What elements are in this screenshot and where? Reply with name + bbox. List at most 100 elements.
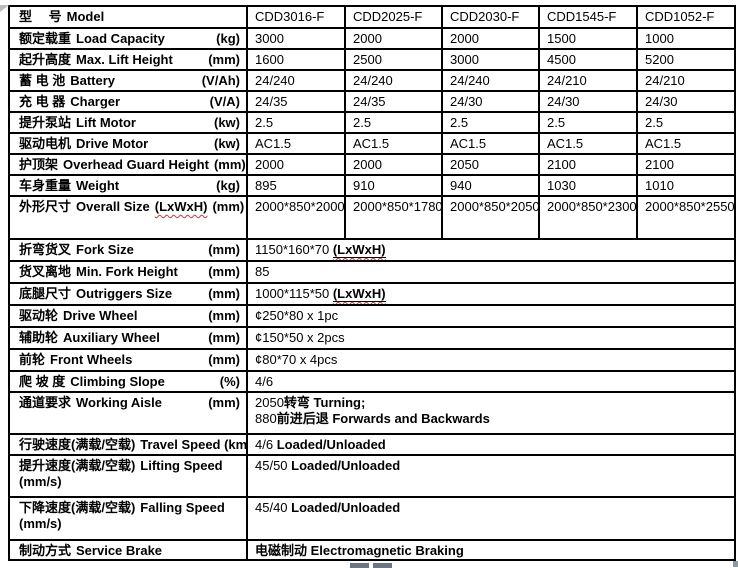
label-zh: 底腿尺寸 [19,286,72,301]
spec-label-cell: 驱动轮 Drive Wheel (mm) [8,304,248,328]
spec-value-cell-wide: ¢250*80 x 1pc [246,304,736,328]
spec-row: 外形尺寸 Overall Size (LxWxH) (mm) 2000*850*2000… [8,195,736,240]
value-segment: ¢150*50 x 2pcs [255,330,345,345]
label-unit: (mm) [208,264,240,279]
table-resize-handle-icon[interactable] [733,561,738,567]
spec-value-cell: 24/30 [441,90,540,113]
spec-value-cell: 2000 [344,27,443,50]
label-line: 前轮 Front Wheels (mm) [19,352,242,368]
spec-value-cell-wide: 电磁制动 Electromagnetic Braking [246,539,736,561]
spec-row: 护顶架 Overhead Guard Height (mm) 2000 2000 2050… [8,153,736,176]
label-line: 制动方式 Service Brake [19,543,242,558]
horizontal-scrollbar-thumb[interactable] [373,563,392,568]
label-unit: (mm) [208,352,240,367]
label-line2: (mm/s) [19,474,242,490]
label-en: Battery [70,73,116,88]
spec-value: 2000*850*2050 [450,199,539,214]
spec-row: 驱动轮 Drive Wheel (mm) ¢250*80 x 1pc [8,304,736,328]
model-name: CDD2030-F [450,9,520,24]
value-segment: (LxWxH) [332,286,386,302]
label-zh: 辅助轮 [19,330,59,345]
model-name-cell: CDD3016-F [246,5,346,29]
spec-value-cell: 2000*850*2550 [636,195,736,240]
horizontal-scrollbar-thumb[interactable] [350,563,369,568]
spec-value: 2.5 [547,115,566,130]
spec-label-cell: 车身重量 Weight (kg) [8,174,248,197]
label-unit: (mm/s) [19,474,62,489]
spec-value-cell: 4500 [538,48,638,71]
label-en: Max. Lift Height [76,52,173,67]
spec-value: 940 [450,178,472,193]
spec-row: 充 电 器 Charger (V/A) 24/35 24/35 24/30 24/30 24/… [8,90,736,113]
label-zh: 驱动轮 [19,308,59,323]
spec-value-cell: AC1.5 [538,132,638,155]
label-unit: (V/Ah) [201,73,240,88]
model-name-cell: CDD2025-F [344,5,443,29]
spec-row: 提升速度(满载/空载) Lifting Speed (mm/s) 45/50 Load… [8,454,736,498]
model-name: CDD3016-F [255,9,325,24]
spec-value-cell: 24/35 [344,90,443,113]
label-zh: 额定载重 [19,31,72,46]
spec-label-cell: 底腿尺寸 Outriggers Size (mm) [8,282,248,306]
value-line: 45/40 Loaded/Unloaded [255,500,730,516]
spec-value: 2100 [547,157,576,172]
spec-label-cell: 前轮 Front Wheels (mm) [8,348,248,372]
spec-value-cell: 2000*850*1780 [344,195,443,240]
label-line: 通道要求 Working Aisle (mm) [19,395,242,411]
spec-value-cell: 5200 [636,48,736,71]
spec-value: 1000 [645,31,674,46]
spec-value: 24/210 [645,73,685,88]
spec-value-cell: 1600 [246,48,346,71]
value-segment: Turning; [313,395,366,410]
spec-label-cell: 提升速度(满载/空载) Lifting Speed (mm/s) [8,454,248,498]
label-en: Fork Size [76,242,134,257]
spec-value-cell-wide: ¢150*50 x 2pcs [246,326,736,350]
value-segment: 45/50 [255,458,292,473]
spec-value-cell: 940 [441,174,540,197]
spec-row: 行驶速度(满载/空载) Travel Speed (km/h) 4/6 Loaded… [8,433,736,456]
value-line: 1000*115*50 (LxWxH) [255,286,730,302]
spec-value-cell: 2000*850*2300 [538,195,638,240]
value-segment: 前进后退 [276,411,333,426]
spec-value-cell: AC1.5 [441,132,540,155]
label-line: 折弯货叉 Fork Size (mm) [19,242,242,258]
value-segment: 4/6 [255,437,277,452]
spec-row: 车身重量 Weight (kg) 895 910 940 1030 1010 [8,174,736,197]
label-unit: (mm) [208,308,240,323]
label-unit: (kw) [214,115,240,130]
label-line: 提升泵站 Lift Motor (kw) [19,115,242,131]
label-zh: 行驶速度(满载/空载) [19,437,136,452]
value-segment: Loaded/Unloaded [291,500,401,515]
spec-value: 2100 [645,157,674,172]
label-line: 外形尺寸 Overall Size (LxWxH) (mm) [19,199,244,215]
spec-value-cell: 895 [246,174,346,197]
label-unit: (kw) [214,136,240,151]
spec-value: AC1.5 [255,136,292,151]
value-line: 2050转弯 Turning; [255,395,730,411]
table-move-handle-icon[interactable] [0,5,9,12]
label-zh: 护顶架 [19,157,59,172]
value-segment: 1150*160*70 [255,242,333,257]
spec-value: 24/240 [255,73,295,88]
label-line: 提升速度(满载/空载) Lifting Speed [19,458,242,474]
label-line: 充 电 器 Charger (V/A) [19,94,242,110]
value-line: 45/50 Loaded/Unloaded [255,458,730,474]
label-en: Min. Fork Height [76,264,178,279]
spec-row: 蓄 电 池 Battery (V/Ah) 24/240 24/240 24/240 24/2… [8,69,736,92]
spec-value: 2000 [353,31,382,46]
label-unit: (mm) [208,52,240,67]
value-line: ¢250*80 x 1pc [255,308,730,324]
spec-value-cell: 2000 [344,153,443,176]
spec-row: 底腿尺寸 Outriggers Size (mm) 1000*115*50 (LxWx… [8,282,736,306]
label-line: 行驶速度(满载/空载) Travel Speed (km/h) [19,437,245,453]
spec-value: 24/240 [353,73,393,88]
label-en: Front Wheels [50,352,133,367]
spec-label-cell: 货叉离地 Min. Fork Height (mm) [8,260,248,284]
label-zh: 车身重量 [19,178,72,193]
spec-row: 通道要求 Working Aisle (mm) 2050转弯 Turning; 880前… [8,391,736,435]
label-zh: 前轮 [19,352,46,367]
label-en: Charger [70,94,121,109]
value-segment: Forwards and Backwards [332,411,490,426]
spec-row: 爬 坡 度 Climbing Slope (%) 4/6 [8,370,736,393]
label-line: 下降速度(满载/空载) Falling Speed [19,500,242,516]
